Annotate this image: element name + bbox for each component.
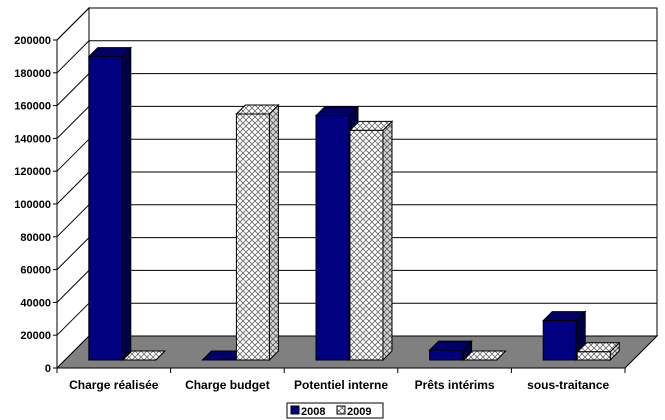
bar-front — [235, 113, 270, 361]
bar-front — [315, 115, 350, 361]
bar — [87, 46, 133, 362]
bar — [462, 350, 507, 361]
bar — [428, 339, 473, 362]
gridline — [56, 7, 657, 41]
bar — [235, 103, 280, 362]
bar-top — [462, 350, 507, 361]
y-tick-label: 20000 — [20, 330, 51, 342]
y-tick-label: 60000 — [20, 265, 51, 277]
bar — [575, 341, 621, 362]
y-tick-label: 0 — [45, 363, 51, 375]
bars — [87, 46, 621, 362]
y-axis: 0 20000 40000 60000 80000 100000 120000 140000 1… — [14, 35, 58, 375]
legend-swatch — [290, 405, 300, 415]
y-tick-label: 100000 — [14, 199, 51, 211]
x-axis: Charge réalisée Charge budget Potentiel in… — [56, 367, 626, 392]
gridline — [56, 40, 657, 74]
x-tick-label: Prêts intérims — [415, 378, 495, 392]
legend: 2008 2009 — [286, 402, 384, 419]
x-tick-label: Charge réalisée — [69, 378, 159, 392]
y-tick-label: 160000 — [14, 101, 51, 113]
legend-box — [286, 402, 384, 419]
x-tick-label: sous-traitance — [527, 378, 609, 392]
y-tick-label: 120000 — [14, 166, 51, 178]
x-tick-label: Potentiel interne — [294, 378, 388, 392]
legend-label: 2009 — [347, 406, 371, 418]
y-tick-label: 140000 — [14, 133, 51, 145]
bar-side — [382, 120, 393, 362]
bar-front — [88, 56, 123, 361]
bar-front — [429, 349, 464, 361]
x-tick-label: Charge budget — [185, 378, 270, 392]
bar — [121, 350, 167, 361]
legend-swatch — [336, 405, 346, 415]
y-tick-label: 40000 — [20, 297, 51, 309]
legend-label: 2008 — [301, 406, 325, 418]
bar-front — [542, 320, 577, 361]
bar-top — [121, 350, 167, 361]
bar — [348, 120, 394, 362]
bar — [541, 310, 587, 362]
bar-front — [576, 351, 611, 361]
bar-front — [349, 129, 384, 361]
y-tick-label: 80000 — [20, 232, 51, 244]
y-tick-label: 180000 — [14, 68, 51, 80]
bar-side — [268, 103, 279, 362]
y-tick-label: 200000 — [14, 35, 51, 47]
bar-side — [121, 46, 132, 362]
